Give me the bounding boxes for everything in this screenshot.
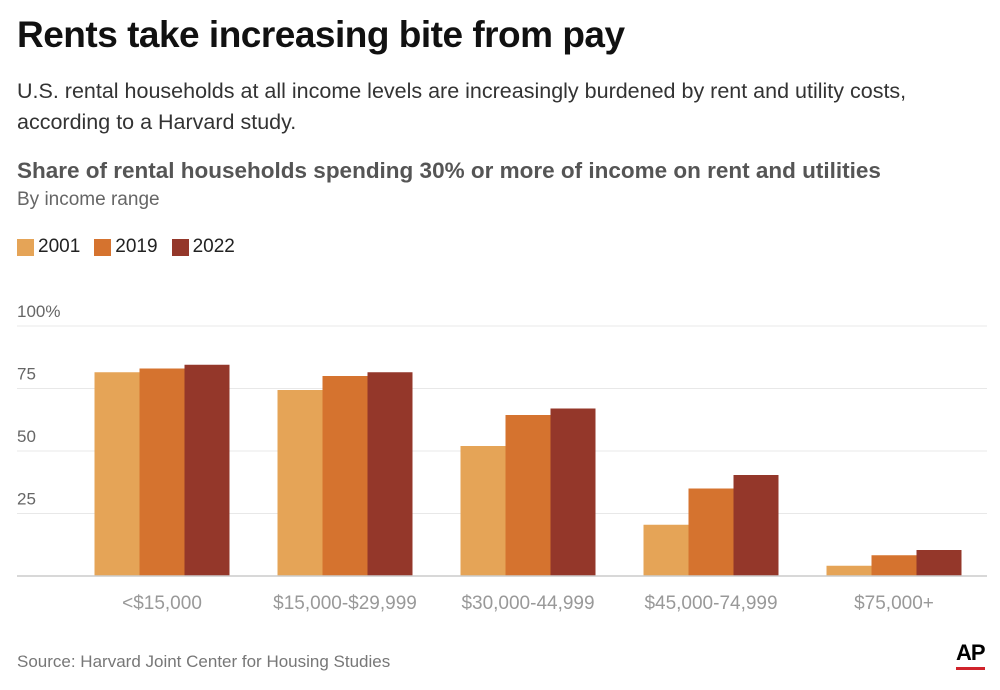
bar-2019	[139, 368, 185, 576]
bar-2022	[184, 364, 230, 576]
bar-2019	[505, 415, 551, 576]
legend-swatch	[17, 238, 34, 256]
legend-label: 2001	[38, 236, 81, 257]
bar-2001	[826, 565, 872, 576]
bar-2001	[94, 372, 140, 576]
bar-2022	[550, 408, 596, 576]
x-category-label: $45,000-74,999	[644, 593, 777, 614]
x-category-label: <$15,000	[122, 593, 202, 614]
bar-2022	[916, 550, 962, 576]
legend: 2001 2019 2022	[17, 236, 235, 258]
bar-2001	[643, 524, 689, 576]
bar-2022	[367, 372, 413, 576]
chart-subheading: By income range	[17, 189, 160, 210]
bar-2019	[688, 488, 734, 576]
y-tick-label: 75	[17, 365, 36, 384]
y-tick-label: 100%	[17, 302, 60, 321]
chart-heading: Share of rental households spending 30% …	[17, 158, 881, 183]
bar-2019	[871, 555, 917, 576]
x-category-label: $15,000-$29,999	[273, 593, 417, 614]
legend-swatch	[171, 238, 189, 256]
y-tick-label: 25	[17, 490, 36, 509]
legend-item: 2022	[171, 236, 235, 258]
y-tick-label: 50	[17, 427, 36, 446]
legend-swatch	[94, 238, 112, 256]
x-category-label: $75,000+	[854, 593, 934, 614]
legend-item: 2019	[94, 236, 158, 258]
chart-subtitle: U.S. rental households at all income lev…	[17, 79, 907, 134]
legend-label: 2022	[192, 236, 235, 257]
source-note: Source: Harvard Joint Center for Housing…	[17, 652, 391, 671]
chart-title: Rents take increasing bite from pay	[17, 14, 625, 55]
ap-logo: AP	[956, 640, 986, 670]
legend-item: 2001	[17, 236, 80, 258]
bar-2019	[322, 376, 368, 576]
bar-2001	[277, 390, 323, 576]
bar-2022	[733, 475, 779, 576]
legend-label: 2019	[115, 236, 158, 257]
x-category-label: $30,000-44,999	[461, 593, 594, 614]
bar-2001	[460, 446, 506, 576]
